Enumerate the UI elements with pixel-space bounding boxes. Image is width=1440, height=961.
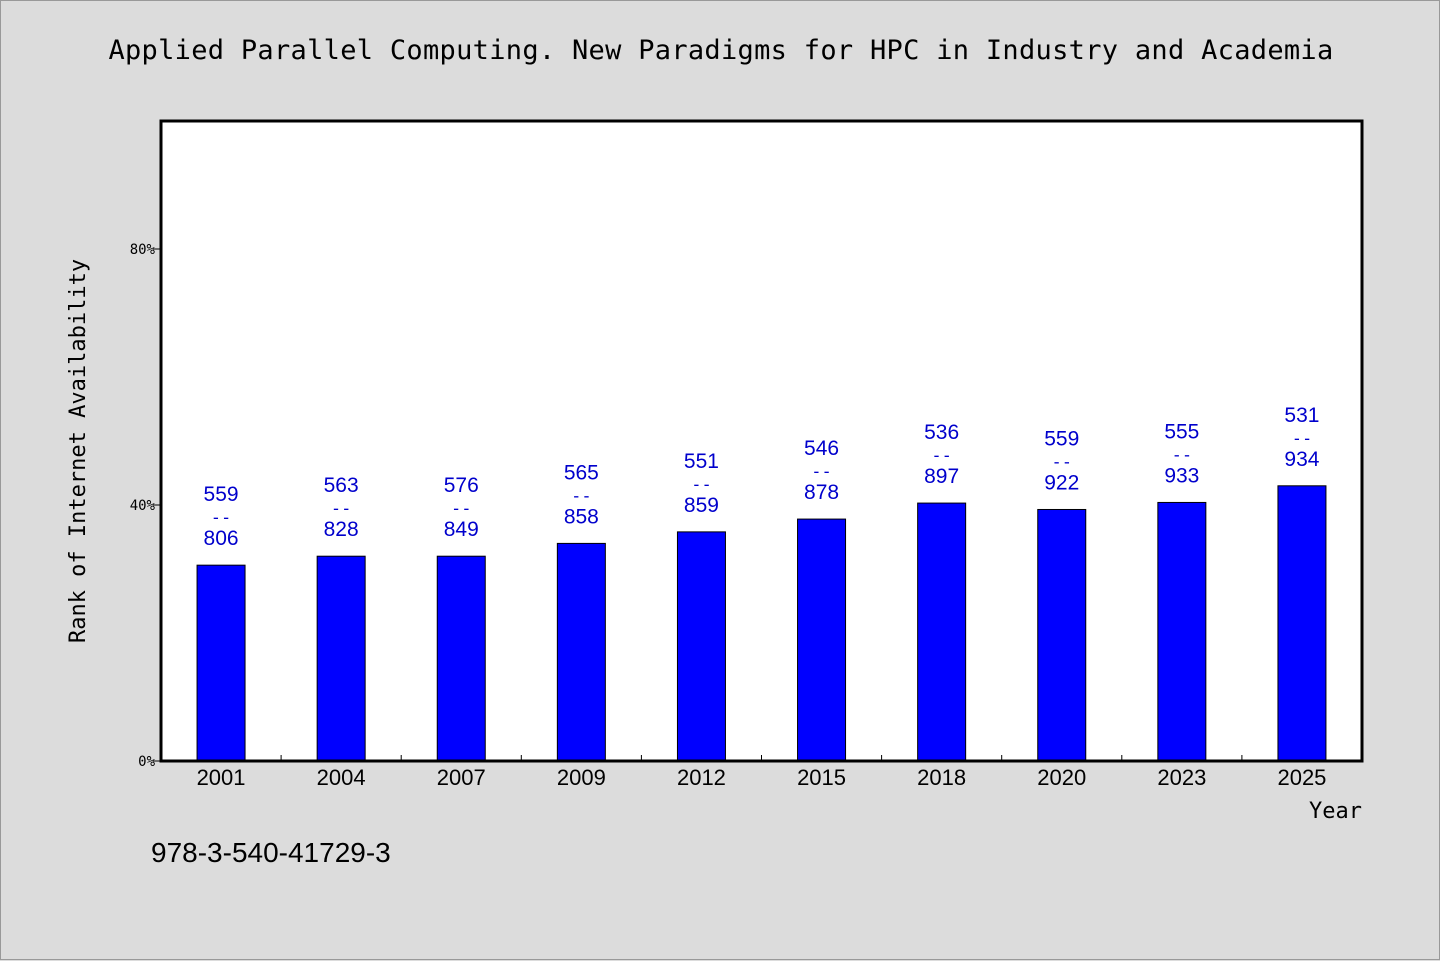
data-label-top: 551 — [684, 450, 719, 473]
data-label-separator: -- — [211, 508, 231, 528]
data-label-separator: -- — [691, 475, 711, 495]
data-label-bottom: 858 — [564, 505, 599, 528]
x-tick-label: 2004 — [317, 765, 366, 790]
data-label-bottom: 897 — [924, 465, 959, 488]
data-label-separator: -- — [451, 499, 471, 519]
data-label-bottom: 806 — [204, 527, 239, 550]
data-label-separator: -- — [1172, 445, 1192, 465]
x-tick-label: 2012 — [677, 765, 726, 790]
y-axis-label: Rank of Internet Availability — [66, 259, 91, 643]
bar — [1037, 508, 1087, 762]
data-label-separator: -- — [331, 499, 351, 519]
bar — [556, 542, 606, 762]
bar — [1157, 501, 1207, 762]
x-tick-label: 2015 — [797, 765, 846, 790]
x-axis-label: Year — [1309, 799, 1362, 824]
bar — [436, 555, 486, 762]
bar — [316, 555, 366, 762]
y-tick-label: 40% — [130, 498, 156, 514]
data-label-separator: -- — [571, 486, 591, 506]
data-label-top: 563 — [324, 474, 359, 497]
data-label-bottom: 934 — [1284, 448, 1319, 471]
data-label-top: 565 — [564, 461, 599, 484]
chart-title: Applied Parallel Computing. New Paradigm… — [108, 35, 1334, 66]
x-tick-label: 2001 — [197, 765, 246, 790]
data-label-top: 536 — [924, 421, 959, 444]
data-label-top: 546 — [804, 437, 839, 460]
bar — [1277, 485, 1327, 762]
x-tick-label: 2009 — [557, 765, 606, 790]
data-label-bottom: 933 — [1164, 464, 1199, 487]
data-label-bottom: 878 — [804, 481, 839, 504]
data-label-bottom: 859 — [684, 494, 719, 517]
x-tick-label: 2007 — [437, 765, 486, 790]
bar — [676, 531, 726, 762]
data-label-top: 559 — [1044, 427, 1079, 450]
data-label-separator: -- — [1292, 429, 1312, 449]
x-tick-label: 2020 — [1037, 765, 1086, 790]
data-label-bottom: 849 — [444, 518, 479, 541]
bar — [797, 518, 847, 762]
x-tick-label: 2023 — [1157, 765, 1206, 790]
data-label-top: 555 — [1164, 420, 1199, 443]
bar — [917, 502, 967, 762]
y-tick-label: 0% — [138, 754, 155, 770]
data-label-bottom: 922 — [1044, 471, 1079, 494]
data-label-separator: -- — [1052, 452, 1072, 472]
bar — [196, 564, 246, 762]
data-label-top: 576 — [444, 474, 479, 497]
plot-frame — [159, 119, 1364, 763]
x-tick-label: 2018 — [917, 765, 966, 790]
data-label-separator: -- — [931, 446, 951, 466]
isbn-footnote: 978-3-540-41729-3 — [151, 837, 391, 868]
data-label-separator: -- — [811, 462, 831, 482]
data-label-bottom: 828 — [324, 518, 359, 541]
data-label-top: 531 — [1284, 404, 1319, 427]
x-tick-label: 2025 — [1277, 765, 1326, 790]
y-tick-label: 80% — [130, 242, 156, 258]
data-label-top: 559 — [204, 483, 239, 506]
